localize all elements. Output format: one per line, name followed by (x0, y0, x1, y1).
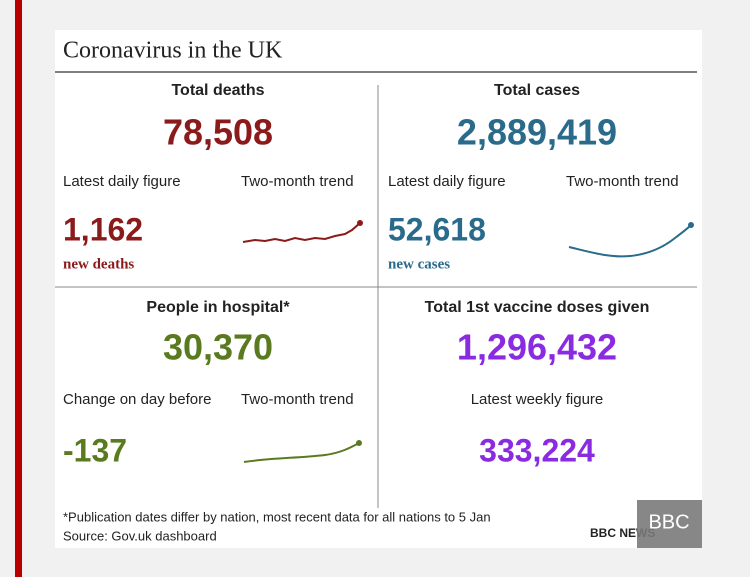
figure-note: new cases (388, 256, 450, 272)
heading: Total 1st vaccine doses given (425, 299, 650, 316)
heading: Total cases (494, 82, 580, 99)
label: Change on day before (63, 391, 211, 408)
trend-line (568, 224, 692, 258)
figure: -137 (63, 432, 127, 468)
total: 2,889,419 (457, 112, 617, 153)
trend-dot (357, 220, 363, 226)
label: Latest daily figure (388, 173, 506, 190)
total: 30,370 (163, 327, 273, 368)
label: Two-month trend (241, 391, 354, 408)
footnote: *Publication dates differ by nation, mos… (63, 509, 491, 524)
heading: People in hospital* (146, 299, 290, 316)
label: Latest daily figure (63, 173, 181, 190)
watermark: BBC (648, 511, 689, 533)
figure: 52,618 (388, 211, 486, 247)
title: Coronavirus in the UK (63, 38, 283, 64)
source: Source: Gov.uk dashboard (63, 528, 217, 543)
total: 1,296,432 (457, 327, 617, 368)
accent-bar (15, 0, 22, 577)
label: Latest weekly figure (471, 391, 604, 408)
figure: 333,224 (479, 432, 595, 468)
trend-line (242, 222, 361, 243)
label: Two-month trend (241, 173, 354, 190)
trend-line (243, 442, 360, 463)
figure: 1,162 (63, 211, 143, 247)
figure-note: new deaths (63, 256, 134, 272)
label: Two-month trend (566, 173, 679, 190)
trend-dot (356, 440, 362, 446)
total: 78,508 (163, 112, 273, 153)
trend-dot (688, 222, 694, 228)
heading: Total deaths (171, 82, 264, 99)
watermark-box (637, 500, 702, 548)
